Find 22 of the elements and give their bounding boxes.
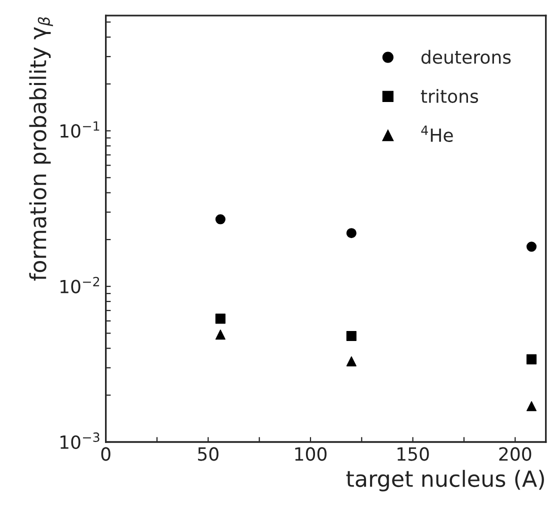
point <box>346 356 356 366</box>
legend-label: tritons <box>420 89 478 104</box>
point <box>346 330 356 342</box>
y-tick-label: 10$^{−2}$ <box>60 276 100 294</box>
x-tick-label: 0 <box>101 447 110 461</box>
point <box>526 354 537 364</box>
x-tick-label: 50 <box>198 447 218 461</box>
legend-label: deuterons <box>421 50 511 64</box>
x-tick-label: 150 <box>398 447 429 461</box>
legend-label: $^{4}$He <box>421 126 453 142</box>
point <box>346 228 356 238</box>
y-tick-label: 10$^{−1}$ <box>60 121 100 138</box>
x-axis-title: target nucleus (A) <box>346 470 544 492</box>
point <box>215 330 226 340</box>
point <box>215 214 226 224</box>
point <box>215 314 226 324</box>
y-axis-title: formation probability γ$_{β}$ <box>29 17 53 281</box>
x-tick-label: 100 <box>295 447 327 461</box>
point <box>526 401 537 412</box>
y-tick-label: 10$^{−3}$ <box>60 432 100 449</box>
x-tick-label: 200 <box>499 447 532 461</box>
point <box>526 242 537 252</box>
